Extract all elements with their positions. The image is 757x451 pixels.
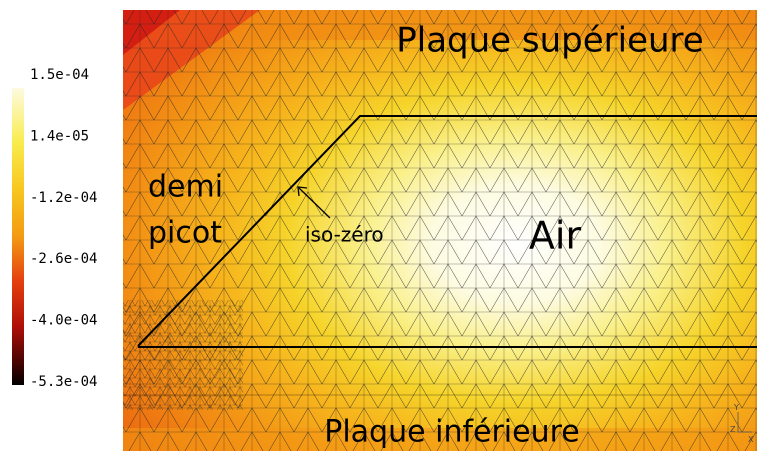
colorbar-label: 1.4e-05 — [30, 128, 89, 144]
axis-z: Z — [730, 425, 736, 434]
bottom-plate-label: Plaque inférieure — [324, 415, 580, 450]
iso-zero-label: iso-zéro — [305, 223, 384, 247]
half-pin-label: demi — [148, 170, 223, 205]
colorbar-label: -2.6e-04 — [30, 251, 97, 267]
arrow-head — [297, 186, 308, 197]
pin-outline — [137, 115, 757, 347]
half-pin-label: picot — [148, 216, 222, 251]
axis-y: Y — [733, 403, 739, 412]
colorbar-label: -4.0e-04 — [30, 313, 97, 329]
colorbar-label: -1.2e-04 — [30, 190, 97, 206]
colorbar — [12, 88, 24, 385]
plot: Plaque supérieure demi picot iso-zéro Ai… — [123, 10, 757, 451]
top-plate-label: Plaque supérieure — [396, 21, 703, 61]
axis-x: X — [748, 435, 754, 444]
arrow — [298, 187, 331, 219]
colorbar-label: 1.5e-04 — [30, 67, 89, 83]
mesh-fine — [123, 300, 243, 410]
colorbar-label: -5.3e-04 — [30, 374, 97, 390]
air-label: Air — [529, 214, 582, 258]
